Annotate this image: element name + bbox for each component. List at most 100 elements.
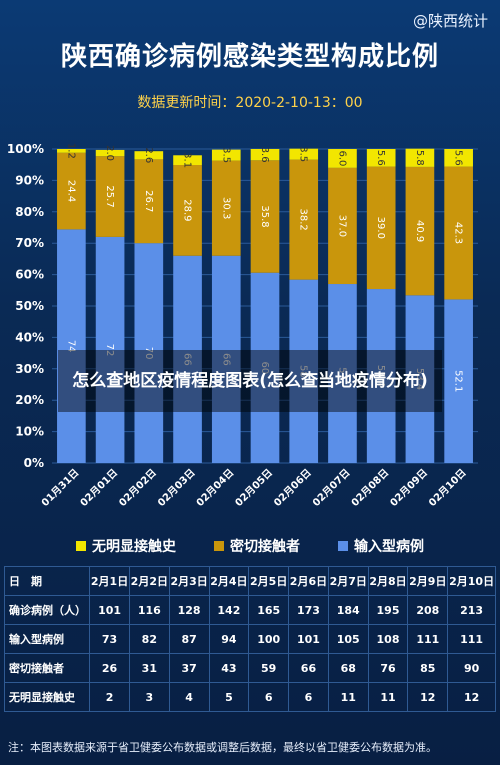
- bar-segment: [250, 160, 280, 273]
- table-cell: 2月9日: [407, 566, 449, 596]
- table-cell: 105: [327, 624, 369, 654]
- table-cell: 142: [208, 595, 250, 625]
- table-cell: 2月3日: [168, 566, 210, 596]
- y-tick-label: 40%: [15, 330, 44, 344]
- table-cell: 116: [128, 595, 170, 625]
- y-tick-label: 70%: [15, 236, 44, 250]
- x-tick-label: 02月08日: [349, 467, 391, 509]
- data-label: 66: [182, 353, 193, 366]
- table-cell: 2月7日: [327, 566, 369, 596]
- table-cell: 111: [407, 624, 449, 654]
- bar-segment: [444, 166, 473, 300]
- table-cell: 31: [128, 653, 170, 683]
- y-tick-label: 100%: [7, 142, 44, 156]
- data-label: 74: [65, 340, 76, 353]
- table-cell: 26: [89, 653, 130, 683]
- legend-item: 密切接触者: [214, 536, 300, 556]
- table-row: 确诊病例（人） 101 116 128 142 165 173 184 195 208 213: [3, 595, 496, 625]
- x-tick-label: 02月10日: [426, 467, 468, 509]
- data-label: 2.0: [104, 145, 115, 161]
- x-tick-label: 02月02日: [117, 467, 159, 509]
- table-cell: 5: [208, 682, 250, 712]
- bar-segment: [289, 159, 319, 280]
- bar-segment: [328, 284, 357, 463]
- legend-swatch-blue: [338, 541, 348, 551]
- bar-segment: [57, 149, 86, 153]
- x-tick-label: 02月09日: [388, 467, 430, 509]
- bar-segment: [405, 295, 435, 463]
- table-cell: 12: [407, 682, 449, 712]
- table-cell: 4: [168, 682, 210, 712]
- bar-segment: [173, 255, 202, 463]
- table-cell: 73: [89, 624, 130, 654]
- table-cell: 101: [89, 595, 130, 625]
- bar-segment: [173, 165, 202, 256]
- data-label: 3.5: [220, 147, 231, 163]
- table-cell: 2月4日: [208, 566, 250, 596]
- table-cell: 3: [128, 682, 170, 712]
- y-tick-label: 60%: [15, 268, 44, 282]
- data-label: 5.6: [453, 150, 464, 166]
- row-header: 确诊病例（人）: [3, 595, 91, 625]
- data-label: 3.6: [259, 147, 270, 163]
- x-tick-label: 02月01日: [78, 467, 120, 509]
- data-label: 5.6: [375, 150, 386, 166]
- data-label: 42.3: [453, 222, 464, 244]
- data-label: 57: [336, 367, 347, 380]
- data-label: 5.8: [414, 150, 425, 166]
- bar-segment: [405, 148, 435, 167]
- data-label: 72: [104, 344, 115, 357]
- watermark-text: @陕西统计: [412, 12, 488, 30]
- row-header: 无明显接触史: [3, 682, 91, 712]
- legend-item: 输入型病例: [338, 536, 424, 556]
- table-cell: 87: [168, 624, 210, 654]
- table-cell: 208: [407, 595, 449, 625]
- bar-segment: [211, 160, 241, 256]
- data-label: 28.9: [182, 199, 193, 221]
- table-cell: 68: [327, 653, 369, 683]
- x-tick-label: 02月04日: [194, 467, 236, 509]
- legend-item: 无明显接触史: [76, 536, 176, 556]
- legend-label: 无明显接触史: [92, 539, 176, 555]
- data-label: 35.8: [259, 205, 270, 227]
- x-tick-label: 02月03日: [155, 467, 197, 509]
- bar-segment: [95, 156, 125, 237]
- data-label: 3.1: [182, 152, 193, 168]
- table-cell: 128: [168, 595, 210, 625]
- data-label: 39.0: [375, 217, 386, 239]
- data-label: 70: [143, 347, 154, 360]
- table-cell: 213: [447, 595, 496, 625]
- data-label: 55.4: [375, 365, 386, 387]
- update-time: 数据更新时间：2020-2-10-13：00: [137, 95, 363, 111]
- table-header-row: 日 期 2月1日 2月2日 2月3日 2月4日 2月5日 2月6日 2月7日 2月8日 2月9日 2…: [3, 566, 496, 596]
- table-cell: 90: [447, 653, 496, 683]
- data-label: 26.7: [143, 190, 154, 212]
- table-cell: 6: [288, 682, 329, 712]
- bar-segment: [289, 148, 319, 160]
- table-cell: 111: [447, 624, 496, 654]
- table-row: 无明显接触史 2 3 4 5 6 6 11 11 12 12: [3, 682, 496, 712]
- table-cell: 184: [327, 595, 369, 625]
- table-cell: 37: [168, 653, 210, 683]
- data-label: 40.9: [414, 220, 425, 242]
- x-tick-label: 02月07日: [310, 467, 352, 509]
- data-label: 58: [298, 365, 309, 378]
- data-label: 3.5: [298, 146, 309, 162]
- table-cell: 2月5日: [248, 566, 290, 596]
- bar-segment: [57, 152, 86, 230]
- row-header: 密切接触者: [3, 653, 91, 683]
- row-header: 输入型病例: [3, 624, 91, 654]
- data-label: 30.3: [220, 197, 231, 219]
- table-cell: 165: [248, 595, 290, 625]
- bar-segment: [366, 166, 396, 290]
- table-cell: 101: [288, 624, 329, 654]
- bar-segment: [134, 243, 164, 463]
- table-cell: 82: [128, 624, 170, 654]
- stacked-bar-chart: 0% 10% 20% 30% 40% 50% 60% 70% 80% 90% 100% 74 24.4 1…: [7, 142, 478, 509]
- y-tick-label: 50%: [15, 299, 44, 313]
- table-cell: 85: [407, 653, 449, 683]
- bar-segment: [134, 159, 164, 244]
- bar-segment: [366, 149, 396, 167]
- table-cell: 11: [327, 682, 369, 712]
- bar-segment: [95, 236, 125, 463]
